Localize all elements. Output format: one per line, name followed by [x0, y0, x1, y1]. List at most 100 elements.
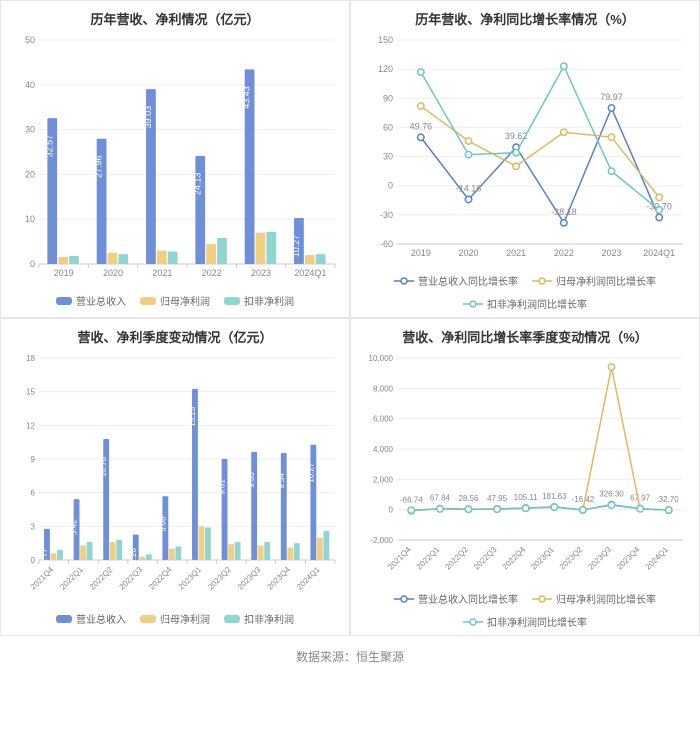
legend-item: 营业总收入同比增长率 — [394, 591, 518, 606]
legend-swatch — [463, 617, 483, 627]
svg-text:15.25: 15.25 — [188, 406, 197, 427]
svg-text:6: 6 — [31, 489, 36, 498]
chart-title: 营收、净利同比增长率季度变动情况（%） — [357, 327, 693, 346]
svg-text:181.63: 181.63 — [542, 492, 567, 501]
legend-label: 归母净利润 — [160, 293, 210, 308]
legend-label: 营业总收入 — [76, 611, 126, 626]
legend-label: 营业总收入同比增长率 — [418, 273, 518, 288]
svg-text:49.76: 49.76 — [410, 121, 433, 131]
svg-text:43.43: 43.43 — [242, 86, 252, 109]
legend-swatch — [463, 299, 483, 309]
svg-text:30: 30 — [25, 125, 35, 135]
svg-text:2022Q1: 2022Q1 — [58, 565, 85, 592]
legend-item: 归母净利润同比增长率 — [532, 273, 656, 288]
legend-item: 营业总收入同比增长率 — [394, 273, 518, 288]
bar-chart-annual: 01020304050201932.57202027.96202139.0320… — [7, 34, 341, 284]
svg-text:3: 3 — [31, 522, 36, 531]
svg-text:-60: -60 — [380, 239, 393, 249]
legend-swatch — [532, 594, 552, 604]
chart-title: 营收、净利季度变动情况（亿元） — [7, 327, 343, 346]
legend: 营业总收入同比增长率归母净利润同比增长率扣非净利润同比增长率 — [357, 591, 693, 629]
svg-text:2021: 2021 — [152, 268, 172, 278]
legend-item: 扣非净利润同比增长率 — [463, 614, 587, 629]
svg-text:2,000: 2,000 — [373, 475, 394, 484]
legend-swatch — [394, 276, 414, 286]
svg-text:2023Q3: 2023Q3 — [586, 545, 613, 572]
svg-text:67.97: 67.97 — [630, 494, 651, 503]
svg-text:10,000: 10,000 — [369, 354, 394, 363]
svg-text:2022Q3: 2022Q3 — [472, 545, 499, 572]
svg-text:9.01: 9.01 — [218, 479, 227, 495]
svg-text:2023Q2: 2023Q2 — [206, 565, 233, 592]
svg-text:2022Q1: 2022Q1 — [415, 545, 442, 572]
svg-text:2022Q4: 2022Q4 — [147, 565, 174, 592]
svg-text:2023Q2: 2023Q2 — [558, 545, 585, 572]
svg-text:8,000: 8,000 — [373, 384, 394, 393]
legend-item: 扣非净利润同比增长率 — [463, 296, 587, 311]
svg-text:27.96: 27.96 — [94, 155, 104, 178]
svg-text:90: 90 — [383, 93, 393, 103]
svg-text:2023Q1: 2023Q1 — [177, 565, 204, 592]
svg-text:39.03: 39.03 — [143, 106, 153, 129]
svg-text:10.27: 10.27 — [291, 235, 301, 258]
svg-text:2022: 2022 — [202, 268, 222, 278]
svg-text:0: 0 — [389, 506, 394, 515]
svg-text:0: 0 — [30, 259, 35, 269]
svg-text:5.42: 5.42 — [70, 519, 79, 535]
line-chart-quarterly-growth: -2,00002,0004,0006,0008,00010,0002021Q42… — [357, 352, 691, 582]
svg-text:10: 10 — [25, 214, 35, 224]
svg-text:2023: 2023 — [601, 248, 621, 258]
svg-text:28.56: 28.56 — [458, 494, 479, 503]
svg-text:-16.42: -16.42 — [572, 495, 595, 504]
legend-swatch — [224, 297, 240, 305]
svg-text:0: 0 — [388, 181, 393, 191]
legend-label: 归母净利润 — [160, 611, 210, 626]
legend-item: 扣非净利润 — [224, 293, 294, 308]
svg-text:9.54: 9.54 — [277, 473, 286, 489]
bar-chart-quarterly: 03691215182021Q42.772022Q15.422022Q210.7… — [7, 352, 341, 602]
legend-swatch — [56, 297, 72, 305]
chart-title: 历年营收、净利同比增长率情况（%） — [357, 9, 693, 28]
chart-grid: 历年营收、净利情况（亿元） 01020304050201932.57202027… — [0, 0, 700, 636]
legend-label: 营业总收入 — [76, 293, 126, 308]
svg-text:30: 30 — [383, 152, 393, 162]
line-chart-annual-growth: -60-300306090120150201920202021202220232… — [357, 34, 691, 264]
legend-swatch — [140, 297, 156, 305]
panel-annual-revenue: 历年营收、净利情况（亿元） 01020304050201932.57202027… — [0, 0, 350, 318]
legend: 营业总收入 归母净利润扣非净利润 — [7, 293, 343, 308]
legend-label: 扣非净利润同比增长率 — [487, 296, 587, 311]
panel-quarterly-growth: 营收、净利同比增长率季度变动情况（%） -2,00002,0004,0006,0… — [350, 318, 700, 636]
svg-text:50: 50 — [25, 35, 35, 45]
legend-swatch — [56, 615, 72, 623]
legend-label: 营业总收入同比增长率 — [418, 591, 518, 606]
legend-item: 归母净利润 — [140, 611, 210, 626]
legend-label: 扣非净利润 — [244, 611, 294, 626]
svg-text:10.78: 10.78 — [99, 456, 108, 477]
svg-text:6,000: 6,000 — [373, 415, 394, 424]
svg-text:150: 150 — [378, 35, 393, 45]
svg-text:18: 18 — [26, 354, 35, 363]
svg-text:-14.16: -14.16 — [456, 183, 482, 193]
svg-text:326.30: 326.30 — [599, 490, 624, 499]
legend-item: 扣非净利润 — [224, 611, 294, 626]
svg-text:40: 40 — [25, 80, 35, 90]
svg-text:2023Q4: 2023Q4 — [615, 545, 642, 572]
legend-swatch — [224, 615, 240, 623]
svg-text:2024Q1: 2024Q1 — [295, 565, 322, 592]
svg-text:120: 120 — [378, 64, 393, 74]
svg-text:2022Q2: 2022Q2 — [443, 545, 470, 572]
legend-label: 归母净利润同比增长率 — [556, 273, 656, 288]
svg-text:5.68: 5.68 — [158, 516, 167, 532]
svg-text:2024Q1: 2024Q1 — [643, 248, 675, 258]
svg-text:-30: -30 — [380, 210, 393, 220]
svg-text:2.26: 2.26 — [129, 548, 138, 564]
svg-text:2023Q3: 2023Q3 — [236, 565, 263, 592]
legend-item: 营业总收入 — [56, 293, 126, 308]
svg-text:2019: 2019 — [54, 268, 74, 278]
svg-text:2024Q1: 2024Q1 — [294, 268, 326, 278]
svg-text:2019: 2019 — [411, 248, 431, 258]
svg-text:9: 9 — [31, 455, 36, 464]
svg-text:-38.18: -38.18 — [551, 207, 577, 217]
svg-text:0: 0 — [31, 556, 36, 565]
legend-swatch — [140, 615, 156, 623]
